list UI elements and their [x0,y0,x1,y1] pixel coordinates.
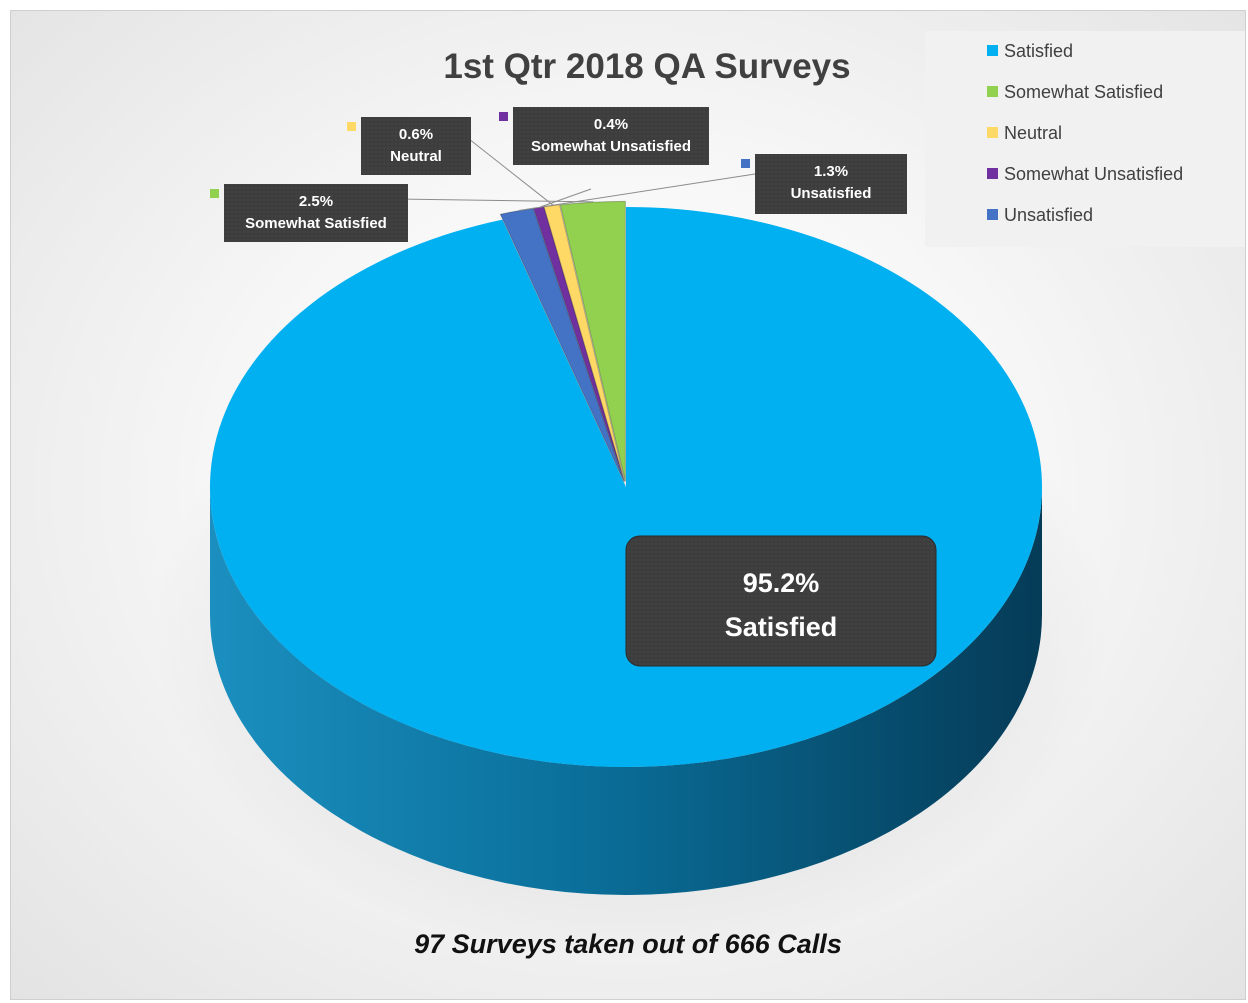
leader-line-neutral [468,138,554,206]
data-label-box [361,117,471,175]
data-label-value: 95.2% [743,568,820,598]
data-label-value: 0.6% [399,126,433,143]
data-label-value: 2.5% [299,193,333,210]
data-label-value: 1.3% [814,163,848,180]
label-marker-neutral [347,122,356,131]
legend-item-unsatisfied: Unsatisfied [987,205,1093,229]
chart-subtitle: 97 Surveys taken out of 666 Calls [414,929,842,959]
legend-label: Somewhat Unsatisfied [1004,164,1184,184]
legend-item-somewhat-satisfied: Somewhat Satisfied [987,82,1163,106]
data-label-unsatisfied: 1.3% Unsatisfied [755,154,907,214]
legend-swatch [987,45,998,56]
pie-slice-satisfied [210,207,1043,767]
legend: Satisfied Somewhat Satisfied Neutral Somewh… [925,31,1245,247]
pie-chart: 95.2% Satisfied 2.5% Somewhat Satisfied 0.6%… [151,107,1111,961]
data-label-category: Somewhat Satisfied [245,215,387,232]
data-label-category: Somewhat Unsatisfied [531,138,691,155]
legend-item-neutral: Neutral [987,123,1062,147]
label-marker-somewhat-unsatisfied [499,112,508,121]
legend-swatch [987,168,998,179]
legend-label: Satisfied [1004,41,1074,61]
leader-line-somewhat-satisfied [395,198,594,203]
legend-label: Neutral [1004,123,1063,143]
data-label-value: 0.4% [594,116,628,133]
legend-swatch [987,86,998,97]
label-marker-unsatisfied [741,159,750,168]
legend-label: Unsatisfied [1004,205,1094,225]
chart-title: 1st Qtr 2018 QA Surveys [443,47,851,86]
data-label-category: Satisfied [725,612,838,642]
chart-area: 95.2% Satisfied 2.5% Somewhat Satisfied 0.6%… [10,10,1246,1000]
pie-side-wall [210,487,1042,895]
data-label-satisfied: 95.2% Satisfied [625,535,937,667]
data-label-category: Unsatisfied [791,185,872,202]
legend-label: Somewhat Satisfied [1004,82,1164,102]
label-marker-somewhat-satisfied [210,189,219,198]
legend-item-somewhat-unsatisfied: Somewhat Unsatisfied [987,164,1183,188]
data-label-somewhat-satisfied: 2.5% Somewhat Satisfied [224,184,408,242]
data-label-box [224,184,408,242]
data-label-somewhat-unsatisfied: 0.4% Somewhat Unsatisfied [513,107,709,165]
leader-line-somewhat-unsatisfied [540,188,592,208]
data-label-category: Neutral [390,148,442,165]
data-label-neutral: 0.6% Neutral [361,117,471,175]
data-label-box [755,154,907,214]
legend-swatch [987,127,998,138]
legend-item-satisfied: Satisfied [987,41,1073,65]
data-label-box [513,107,709,165]
leader-line-unsatisfied [518,173,756,211]
legend-swatch [987,209,998,220]
data-label-box [625,535,937,667]
